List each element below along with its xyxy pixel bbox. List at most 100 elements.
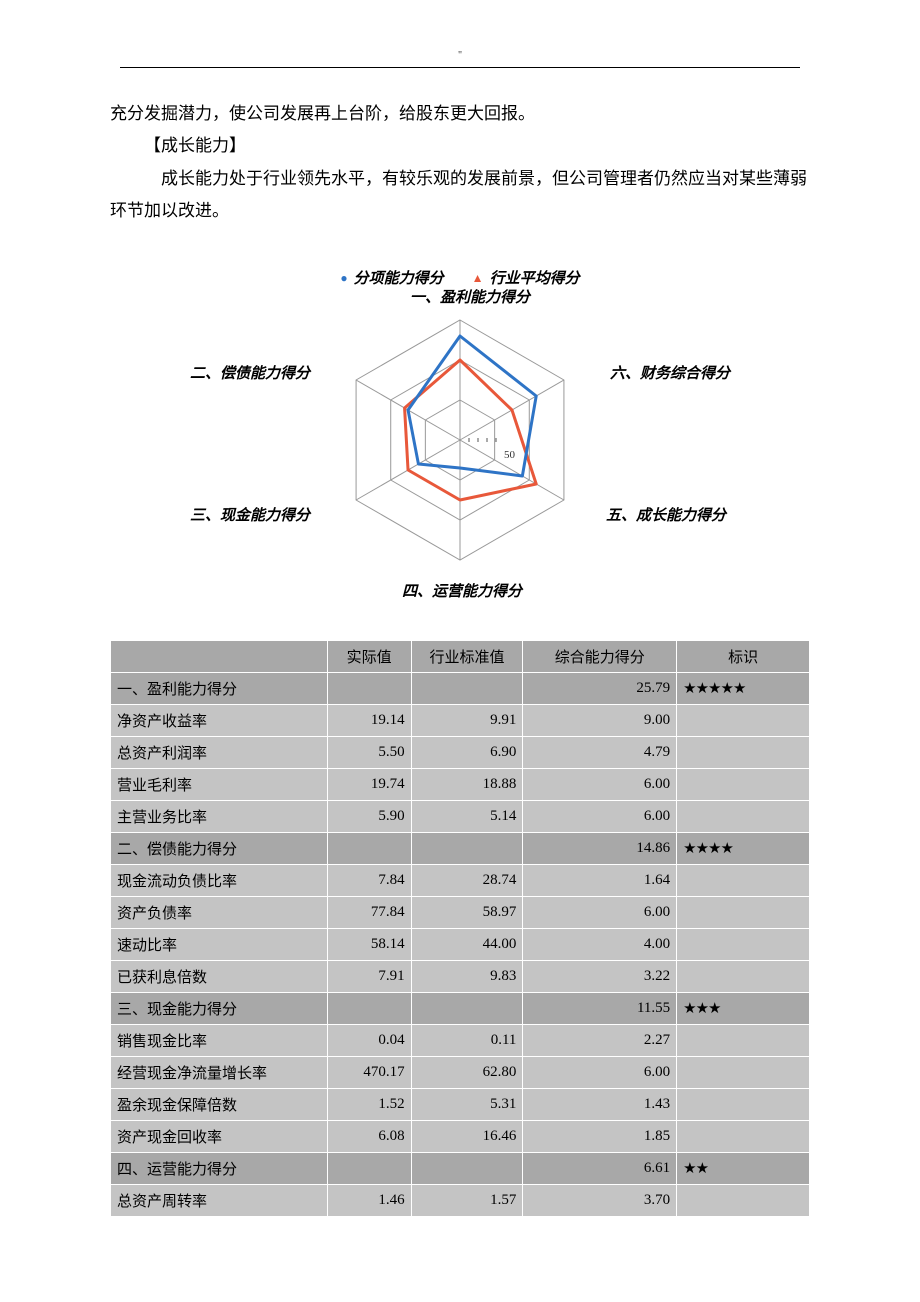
cell-score: 14.86	[523, 833, 677, 865]
cell-label: 盈余现金保障倍数	[111, 1089, 328, 1121]
th-std: 行业标准值	[411, 641, 523, 673]
cell-actual: 0.04	[327, 1025, 411, 1057]
legend-company: ● 分项能力得分	[340, 267, 443, 288]
radar-svg: 50	[300, 290, 620, 590]
cell-mark	[677, 1121, 810, 1153]
axis-label-3: 三、现金能力得分	[190, 504, 310, 525]
cell-label: 二、偿债能力得分	[111, 833, 328, 865]
cell-mark	[677, 961, 810, 993]
cell-label: 一、盈利能力得分	[111, 673, 328, 705]
table-row: 销售现金比率0.040.112.27	[111, 1025, 810, 1057]
cell-score: 9.00	[523, 705, 677, 737]
cell-std: 44.00	[411, 929, 523, 961]
cell-score: 3.22	[523, 961, 677, 993]
cell-mark: ★★★★	[677, 833, 810, 865]
dot-icon: ●	[340, 272, 347, 284]
cell-score: 1.64	[523, 865, 677, 897]
table-row: 资产负债率77.8458.976.00	[111, 897, 810, 929]
svg-text:50: 50	[504, 449, 516, 461]
cell-std	[411, 833, 523, 865]
axis-label-5: 五、成长能力得分	[606, 504, 726, 525]
cell-std: 1.57	[411, 1185, 523, 1217]
cell-mark	[677, 705, 810, 737]
legend-industry: ▲ 行业平均得分	[472, 267, 580, 288]
table-row: 现金流动负债比率7.8428.741.64	[111, 865, 810, 897]
axis-label-2: 二、偿债能力得分	[190, 362, 310, 383]
cell-label: 经营现金净流量增长率	[111, 1057, 328, 1089]
cell-actual: 6.08	[327, 1121, 411, 1153]
table-row: 三、现金能力得分11.55★★★	[111, 993, 810, 1025]
table-row: 速动比率58.1444.004.00	[111, 929, 810, 961]
cell-actual	[327, 1153, 411, 1185]
cell-label: 营业毛利率	[111, 769, 328, 801]
cell-actual	[327, 833, 411, 865]
axis-label-1: 一、盈利能力得分	[410, 286, 530, 307]
th-actual: 实际值	[327, 641, 411, 673]
cell-std: 9.83	[411, 961, 523, 993]
legend-company-label: 分项能力得分	[354, 267, 444, 288]
cell-score: 6.00	[523, 1057, 677, 1089]
table-row: 经营现金净流量增长率470.1762.806.00	[111, 1057, 810, 1089]
cell-score: 4.00	[523, 929, 677, 961]
cell-score: 4.79	[523, 737, 677, 769]
table-row: 主营业务比率5.905.146.00	[111, 801, 810, 833]
cell-label: 总资产利润率	[111, 737, 328, 769]
cell-std: 28.74	[411, 865, 523, 897]
cell-actual: 58.14	[327, 929, 411, 961]
cell-label: 已获利息倍数	[111, 961, 328, 993]
growth-paragraph: 成长能力处于行业领先水平，有较乐观的发展前景，但公司管理者仍然应当对某些薄弱环节…	[110, 163, 810, 228]
table-row: 盈余现金保障倍数1.525.311.43	[111, 1089, 810, 1121]
cell-label: 现金流动负债比率	[111, 865, 328, 897]
cell-actual	[327, 993, 411, 1025]
cell-score: 25.79	[523, 673, 677, 705]
axis-label-4: 四、运营能力得分	[402, 580, 522, 601]
cell-label: 净资产收益率	[111, 705, 328, 737]
triangle-icon: ▲	[472, 272, 484, 284]
table-row: 四、运营能力得分6.61★★	[111, 1153, 810, 1185]
cell-std: 5.14	[411, 801, 523, 833]
cell-mark	[677, 1185, 810, 1217]
cell-actual: 7.91	[327, 961, 411, 993]
cell-mark	[677, 737, 810, 769]
cell-mark: ★★★	[677, 993, 810, 1025]
cell-score: 6.61	[523, 1153, 677, 1185]
radar-plot: 50 一、盈利能力得分 六、财务综合得分 五、成长能力得分 四、运营能力得分 三…	[190, 290, 730, 600]
body-text: 充分发掘潜力，使公司发展再上台阶，给股东更大回报。 【成长能力】 成长能力处于行…	[110, 98, 810, 227]
cell-mark	[677, 897, 810, 929]
cell-label: 三、现金能力得分	[111, 993, 328, 1025]
table-row: 已获利息倍数7.919.833.22	[111, 961, 810, 993]
axis-label-6: 六、财务综合得分	[610, 362, 730, 383]
radar-chart: ● 分项能力得分 ▲ 行业平均得分 50 一、盈利能力得分 六、财务综合得分 五…	[190, 267, 730, 600]
table-row: 总资产利润率5.506.904.79	[111, 737, 810, 769]
cell-score: 2.27	[523, 1025, 677, 1057]
growth-section-title: 【成长能力】	[110, 130, 810, 162]
document-page: " 充分发掘潜力，使公司发展再上台阶，给股东更大回报。 【成长能力】 成长能力处…	[0, 0, 920, 1302]
cell-std: 9.91	[411, 705, 523, 737]
table-row: 营业毛利率19.7418.886.00	[111, 769, 810, 801]
cell-std: 5.31	[411, 1089, 523, 1121]
cell-score: 3.70	[523, 1185, 677, 1217]
cell-mark	[677, 801, 810, 833]
cell-std: 16.46	[411, 1121, 523, 1153]
cell-actual: 5.90	[327, 801, 411, 833]
cell-score: 1.43	[523, 1089, 677, 1121]
table-row: 净资产收益率19.149.919.00	[111, 705, 810, 737]
cell-std	[411, 993, 523, 1025]
cell-label: 总资产周转率	[111, 1185, 328, 1217]
cell-std: 18.88	[411, 769, 523, 801]
cell-actual: 7.84	[327, 865, 411, 897]
cell-std: 0.11	[411, 1025, 523, 1057]
cell-label: 四、运营能力得分	[111, 1153, 328, 1185]
cell-mark: ★★★★★	[677, 673, 810, 705]
cell-actual: 5.50	[327, 737, 411, 769]
th-blank	[111, 641, 328, 673]
cell-actual: 1.52	[327, 1089, 411, 1121]
cell-score: 1.85	[523, 1121, 677, 1153]
cell-std	[411, 673, 523, 705]
cell-actual: 19.74	[327, 769, 411, 801]
intro-paragraph: 充分发掘潜力，使公司发展再上台阶，给股东更大回报。	[110, 98, 810, 130]
chart-legend: ● 分项能力得分 ▲ 行业平均得分	[190, 267, 730, 288]
header-rule	[120, 67, 800, 68]
cell-std: 6.90	[411, 737, 523, 769]
cell-label: 速动比率	[111, 929, 328, 961]
